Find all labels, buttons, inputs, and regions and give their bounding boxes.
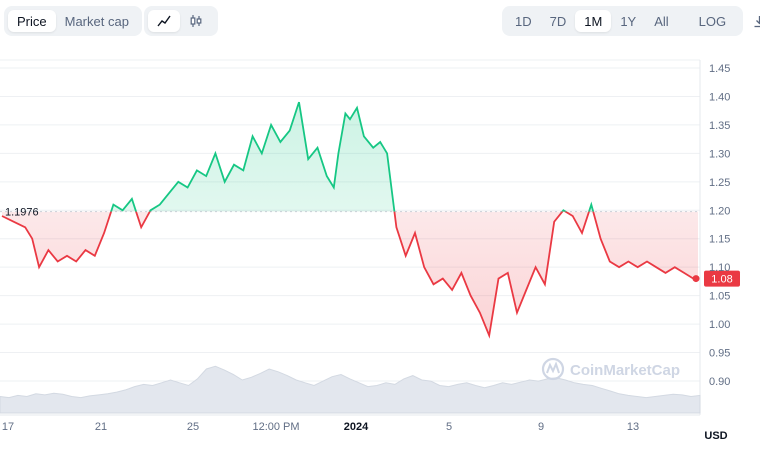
y-tick-label: 1.25 (709, 177, 730, 189)
current-price-dot (692, 275, 700, 283)
x-axis-ticks: 17 21 25 12:00 PM 2024 5 9 13 (2, 421, 639, 433)
range-7d[interactable]: 7D (549, 13, 567, 29)
line-chart-icon[interactable] (148, 10, 180, 32)
range-1m[interactable]: 1M (575, 10, 612, 32)
x-tick-label: 5 (446, 421, 452, 433)
current-price-badge-bg (704, 270, 740, 287)
reference-price-label: 1.1976 (5, 207, 39, 219)
coinmarketcap-watermark: CoinMarketCap (541, 357, 680, 381)
current-price-badge: 1.08 (704, 270, 740, 287)
x-tick-label: 2024 (344, 421, 369, 433)
x-tick-label: 9 (538, 421, 544, 433)
market-cap-tab[interactable]: Market cap (64, 13, 129, 29)
y-tick-label: 1.40 (709, 91, 730, 103)
current-price-label: 1.08 (711, 274, 732, 286)
range-toolbar: 1D 7D 1M 1Y All LOG (502, 6, 760, 36)
x-tick-label: 13 (627, 421, 639, 433)
y-tick-label: 0.90 (709, 376, 730, 388)
y-tick-label: 1.10 (709, 262, 730, 274)
range-all[interactable]: All (654, 13, 669, 29)
y-tick-label: 1.45 (709, 63, 730, 75)
range-1d[interactable]: 1D (515, 13, 532, 29)
price-line-up (110, 101, 595, 212)
y-tick-label: 1.05 (709, 291, 730, 303)
x-tick-label: 25 (187, 421, 199, 433)
area-below-reference (2, 211, 698, 336)
watermark-text: CoinMarketCap (570, 362, 680, 379)
y-tick-label: 1.15 (709, 234, 730, 246)
candlestick-icon[interactable] (180, 10, 212, 32)
currency-label: USD (704, 430, 727, 442)
price-line-down (1, 211, 698, 339)
area-above-reference (2, 102, 698, 212)
y-tick-label: 1.35 (709, 120, 730, 132)
y-tick-label: 1.00 (709, 319, 730, 331)
y-axis-ticks: 1.45 1.40 1.35 1.30 1.25 1.20 1.15 1.10 1.05 1.00… (709, 63, 730, 388)
y-tick-label: 1.30 (709, 148, 730, 160)
volume-path (0, 365, 701, 414)
metric-toggle: Price Market cap (4, 6, 142, 36)
x-tick-label: 21 (95, 421, 107, 433)
x-tick-label: 12:00 PM (252, 421, 299, 433)
coinmarketcap-logo-icon (541, 357, 565, 381)
coinmarketcap-logo-mark (546, 361, 560, 374)
chart-style-toggle (144, 6, 218, 36)
range-1y[interactable]: 1Y (620, 13, 637, 29)
price-tab[interactable]: Price (8, 10, 56, 32)
volume-area (0, 365, 701, 414)
log-toggle[interactable]: LOG (698, 13, 727, 29)
x-tick-label: 17 (2, 421, 14, 433)
y-tick-label: 0.95 (709, 348, 730, 360)
y-tick-label: 1.20 (709, 205, 730, 217)
